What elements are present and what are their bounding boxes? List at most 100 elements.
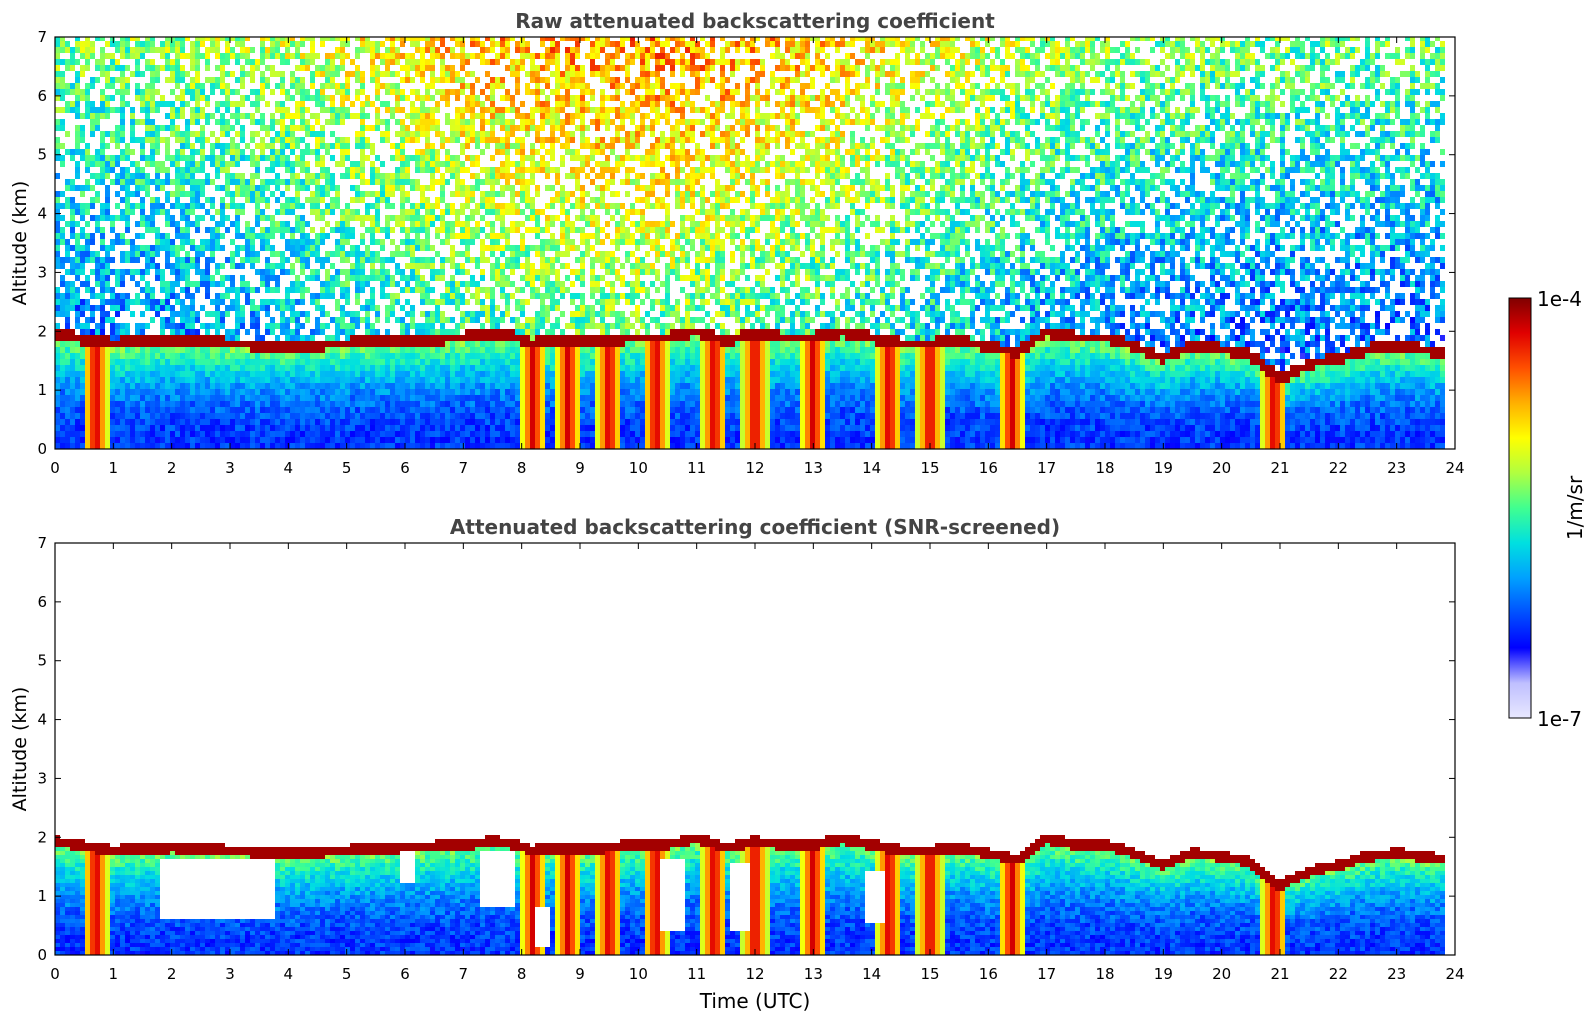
heatmap-cell: [295, 41, 300, 47]
heatmap-cell: [90, 53, 95, 59]
heatmap-cell: [65, 353, 70, 359]
heatmap-cell: [345, 425, 350, 431]
heatmap-cell: [350, 209, 355, 215]
heatmap-cell: [215, 245, 220, 251]
heatmap-cell: [275, 407, 280, 413]
heatmap-cell: [270, 149, 275, 155]
heatmap-cell: [255, 233, 260, 239]
heatmap-cell: [245, 437, 250, 443]
heatmap-cell: [305, 431, 310, 437]
heatmap-cell: [140, 425, 145, 431]
heatmap-cell: [470, 281, 475, 287]
heatmap-cell: [125, 389, 130, 395]
heatmap-cell: [285, 359, 290, 365]
heatmap-cell: [390, 389, 395, 395]
heatmap-cell: [100, 371, 105, 377]
heatmap-cell: [135, 41, 140, 47]
heatmap-cell: [480, 407, 485, 413]
heatmap-cell: [495, 383, 500, 389]
heatmap-cell: [495, 395, 500, 401]
heatmap-cell: [135, 437, 140, 443]
heatmap-cell: [220, 113, 225, 119]
heatmap-cell: [80, 437, 85, 443]
heatmap-cell: [155, 125, 160, 131]
heatmap-cell: [290, 125, 295, 131]
heatmap-cell: [160, 287, 165, 293]
heatmap-cell: [55, 293, 60, 299]
heatmap-cell: [420, 113, 425, 119]
heatmap-cell: [145, 215, 150, 221]
heatmap-cell: [255, 155, 260, 161]
heatmap-cell: [360, 197, 365, 203]
heatmap-cell: [365, 251, 370, 257]
heatmap-cell: [395, 131, 400, 137]
heatmap-cell: [425, 377, 430, 383]
heatmap-cell: [295, 323, 300, 329]
heatmap-cell: [300, 299, 305, 305]
heatmap-cell: [115, 407, 120, 413]
heatmap-cell: [150, 395, 155, 401]
heatmap-cell: [370, 47, 375, 53]
heatmap-cell: [320, 263, 325, 269]
heatmap-cell: [255, 377, 260, 383]
heatmap-cell: [75, 383, 80, 389]
heatmap-cell: [450, 347, 455, 353]
heatmap-cell: [375, 65, 380, 71]
heatmap-cell: [240, 95, 245, 101]
heatmap-cell: [245, 185, 250, 191]
heatmap-cell: [170, 329, 175, 335]
heatmap-cell: [365, 143, 370, 149]
heatmap-cell: [455, 167, 460, 173]
heatmap-cell: [305, 425, 310, 431]
heatmap-cell: [300, 185, 305, 191]
heatmap-cell: [175, 37, 180, 41]
heatmap-cell: [515, 323, 520, 329]
heatmap-cell: [75, 413, 80, 419]
heatmap-cell: [335, 323, 340, 329]
heatmap-cell: [165, 425, 170, 431]
heatmap-cell: [445, 155, 450, 161]
heatmap-cell: [450, 359, 455, 365]
heatmap-cell: [455, 173, 460, 179]
heatmap-cell: [200, 443, 205, 449]
heatmap-cell: [255, 347, 260, 353]
heatmap-cell: [345, 89, 350, 95]
heatmap-cell: [320, 239, 325, 245]
heatmap-cell: [535, 131, 540, 137]
heatmap-cell: [515, 59, 520, 65]
heatmap-cell: [180, 275, 185, 281]
heatmap-cell: [395, 37, 400, 41]
heatmap-cell: [435, 377, 440, 383]
heatmap-cell: [135, 347, 140, 353]
heatmap-cell: [250, 305, 255, 311]
heatmap-cell: [215, 41, 220, 47]
heatmap-cell: [530, 203, 535, 209]
heatmap-cell: [90, 47, 95, 53]
heatmap-cell: [415, 233, 420, 239]
heatmap-cell: [190, 155, 195, 161]
heatmap-cell: [120, 281, 125, 287]
heatmap-cell: [310, 95, 315, 101]
heatmap-cell: [195, 215, 200, 221]
heatmap-cell: [290, 149, 295, 155]
heatmap-cell: [345, 275, 350, 281]
heatmap-cell: [235, 113, 240, 119]
heatmap-cell: [335, 419, 340, 425]
heatmap-cell: [105, 197, 110, 203]
heatmap-cell: [375, 83, 380, 89]
heatmap-cell: [145, 281, 150, 287]
heatmap-cell: [160, 395, 165, 401]
heatmap-cell: [130, 425, 135, 431]
heatmap-cell: [160, 341, 165, 347]
heatmap-cell: [470, 317, 475, 323]
heatmap-cell: [490, 125, 495, 131]
heatmap-cell: [540, 437, 545, 443]
heatmap-cell: [360, 71, 365, 77]
heatmap-cell: [430, 209, 435, 215]
heatmap-cell: [230, 203, 235, 209]
heatmap-cell: [285, 155, 290, 161]
heatmap-cell: [260, 89, 265, 95]
heatmap-cell: [190, 323, 195, 329]
heatmap-cell: [345, 37, 350, 41]
heatmap-cell: [325, 431, 330, 437]
